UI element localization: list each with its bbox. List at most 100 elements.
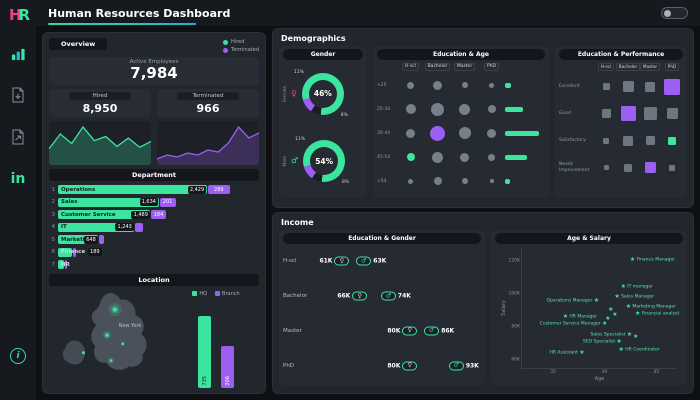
age-education-dot[interactable] — [406, 153, 415, 161]
scatter-point[interactable]: ★ — [562, 313, 569, 321]
age-education-dot[interactable] — [458, 127, 471, 139]
male-icon[interactable]: ♂ — [380, 291, 396, 301]
scatter-point[interactable]: ★ — [579, 349, 585, 357]
hired-bar[interactable] — [58, 185, 207, 195]
performance-square[interactable] — [603, 165, 609, 170]
age-education-dot[interactable] — [489, 179, 494, 183]
age-education-dot[interactable] — [433, 80, 442, 90]
scatter-point[interactable]: ★ — [612, 311, 618, 319]
hired-bar[interactable] — [58, 197, 159, 207]
age-education-dot[interactable] — [406, 128, 415, 138]
terminated-bar[interactable] — [135, 222, 144, 232]
age-total-bar[interactable] — [505, 82, 511, 88]
age-education-dot[interactable] — [407, 81, 414, 89]
performance-square[interactable] — [620, 106, 636, 121]
department-row[interactable]: 6 Finance 189 — [49, 247, 259, 258]
legend-hired[interactable]: Hired — [223, 39, 259, 45]
hq-legend[interactable]: HQ — [192, 291, 207, 297]
department-row[interactable]: 3 184 Customer Service 1,489 — [49, 210, 259, 221]
female-icon[interactable]: ♀ — [402, 326, 418, 336]
gender-donut[interactable]: 54% 11% 8% — [295, 137, 349, 185]
scatter-point[interactable]: ★ — [632, 332, 639, 340]
male-icon[interactable]: ♂ — [448, 361, 464, 371]
male-icon[interactable]: ♂ — [424, 326, 440, 336]
age-total-bar[interactable] — [505, 154, 527, 160]
performance-square[interactable] — [645, 81, 655, 92]
legend-terminated[interactable]: Terminated — [223, 47, 259, 53]
gender-donut[interactable]: 46% 11% 8% — [294, 70, 348, 118]
map-dot[interactable] — [105, 333, 109, 337]
department-row[interactable]: 7 HR — [49, 260, 259, 271]
department-row[interactable]: 5 Marketing 648 — [49, 235, 259, 246]
department-row[interactable]: 1 289 Operations 2,429 — [49, 185, 259, 196]
age-education-dot[interactable] — [460, 152, 469, 162]
hired-bar[interactable] — [58, 210, 151, 220]
share-report-icon[interactable] — [11, 129, 25, 145]
map-dot[interactable] — [112, 307, 117, 312]
terminated-bar[interactable] — [65, 260, 68, 270]
age-education-dot[interactable] — [405, 104, 416, 114]
scatter-point[interactable]: ★ — [605, 314, 611, 322]
hired-bar[interactable] — [58, 222, 135, 232]
hired-bar[interactable] — [58, 235, 99, 245]
terminated-bar[interactable]: 184 — [151, 210, 166, 220]
female-icon[interactable]: ♀ — [352, 291, 368, 301]
scatter-point[interactable]: ★ — [620, 283, 626, 291]
analytics-icon[interactable] — [11, 46, 26, 61]
linkedin-icon[interactable]: in — [10, 171, 26, 187]
age-education-dot[interactable] — [488, 153, 495, 161]
department-row[interactable]: 2 201 Sales 1,634 — [49, 197, 259, 208]
performance-square[interactable] — [669, 164, 675, 171]
map-dot[interactable] — [82, 351, 85, 355]
scatter-point[interactable]: ★ — [601, 319, 608, 327]
performance-square[interactable] — [603, 137, 609, 144]
female-icon[interactable]: ♀ — [402, 361, 418, 371]
hired-bar[interactable] — [58, 260, 65, 270]
age-education-dot[interactable] — [461, 82, 468, 88]
map-dot[interactable] — [121, 342, 125, 346]
age-total-bar[interactable] — [505, 106, 523, 112]
scatter-point[interactable]: ★ — [618, 345, 624, 353]
scatter-point[interactable]: ★ — [635, 309, 641, 317]
female-icon[interactable]: ♀ — [334, 256, 350, 266]
age-total-bar[interactable] — [505, 130, 539, 136]
hired-trend-chart[interactable] — [49, 120, 151, 165]
performance-square[interactable] — [666, 108, 678, 119]
department-row[interactable]: 4 IT 1,243 — [49, 222, 259, 233]
performance-square[interactable] — [643, 107, 657, 120]
scatter-point[interactable]: ★ — [614, 293, 620, 301]
age-total-bar[interactable] — [505, 178, 510, 184]
location-map[interactable]: New York — [49, 290, 169, 388]
terminated-bar[interactable] — [99, 235, 105, 245]
scatter-point[interactable]: ★ — [625, 303, 632, 311]
performance-square[interactable] — [645, 136, 655, 145]
performance-square[interactable] — [601, 109, 611, 118]
scatter-point[interactable]: ★ — [593, 296, 600, 304]
age-education-dot[interactable] — [489, 82, 494, 88]
terminated-bar[interactable]: 289 — [207, 185, 230, 195]
location-bar-hq[interactable]: 735 — [198, 316, 211, 388]
age-education-dot[interactable] — [432, 151, 443, 163]
age-education-dot[interactable] — [408, 178, 413, 184]
male-icon[interactable]: ♂ — [356, 256, 372, 266]
scatter-plot[interactable]: Salary Age 35 40 45 60K 80K 100K 120K ★ Finance … — [501, 248, 679, 382]
performance-square[interactable] — [624, 163, 632, 172]
age-education-dot[interactable] — [431, 102, 444, 116]
info-icon[interactable]: i — [10, 348, 26, 364]
performance-square[interactable] — [668, 136, 676, 145]
scatter-point[interactable]: ★ — [608, 306, 614, 314]
age-education-dot[interactable] — [459, 103, 470, 115]
age-education-dot[interactable] — [487, 128, 496, 138]
branch-legend[interactable]: Branch — [215, 291, 240, 297]
performance-square[interactable] — [644, 162, 656, 173]
performance-square[interactable] — [623, 135, 633, 146]
scatter-point[interactable]: ★ — [616, 337, 622, 345]
map-dot[interactable] — [109, 359, 113, 362]
age-education-dot[interactable] — [433, 177, 442, 185]
performance-square[interactable] — [602, 83, 610, 90]
export-pdf-icon[interactable] — [11, 87, 25, 103]
performance-square[interactable] — [622, 81, 634, 92]
age-education-dot[interactable] — [430, 125, 445, 141]
scatter-point[interactable]: ★ — [626, 331, 633, 339]
theme-toggle[interactable] — [661, 7, 688, 19]
